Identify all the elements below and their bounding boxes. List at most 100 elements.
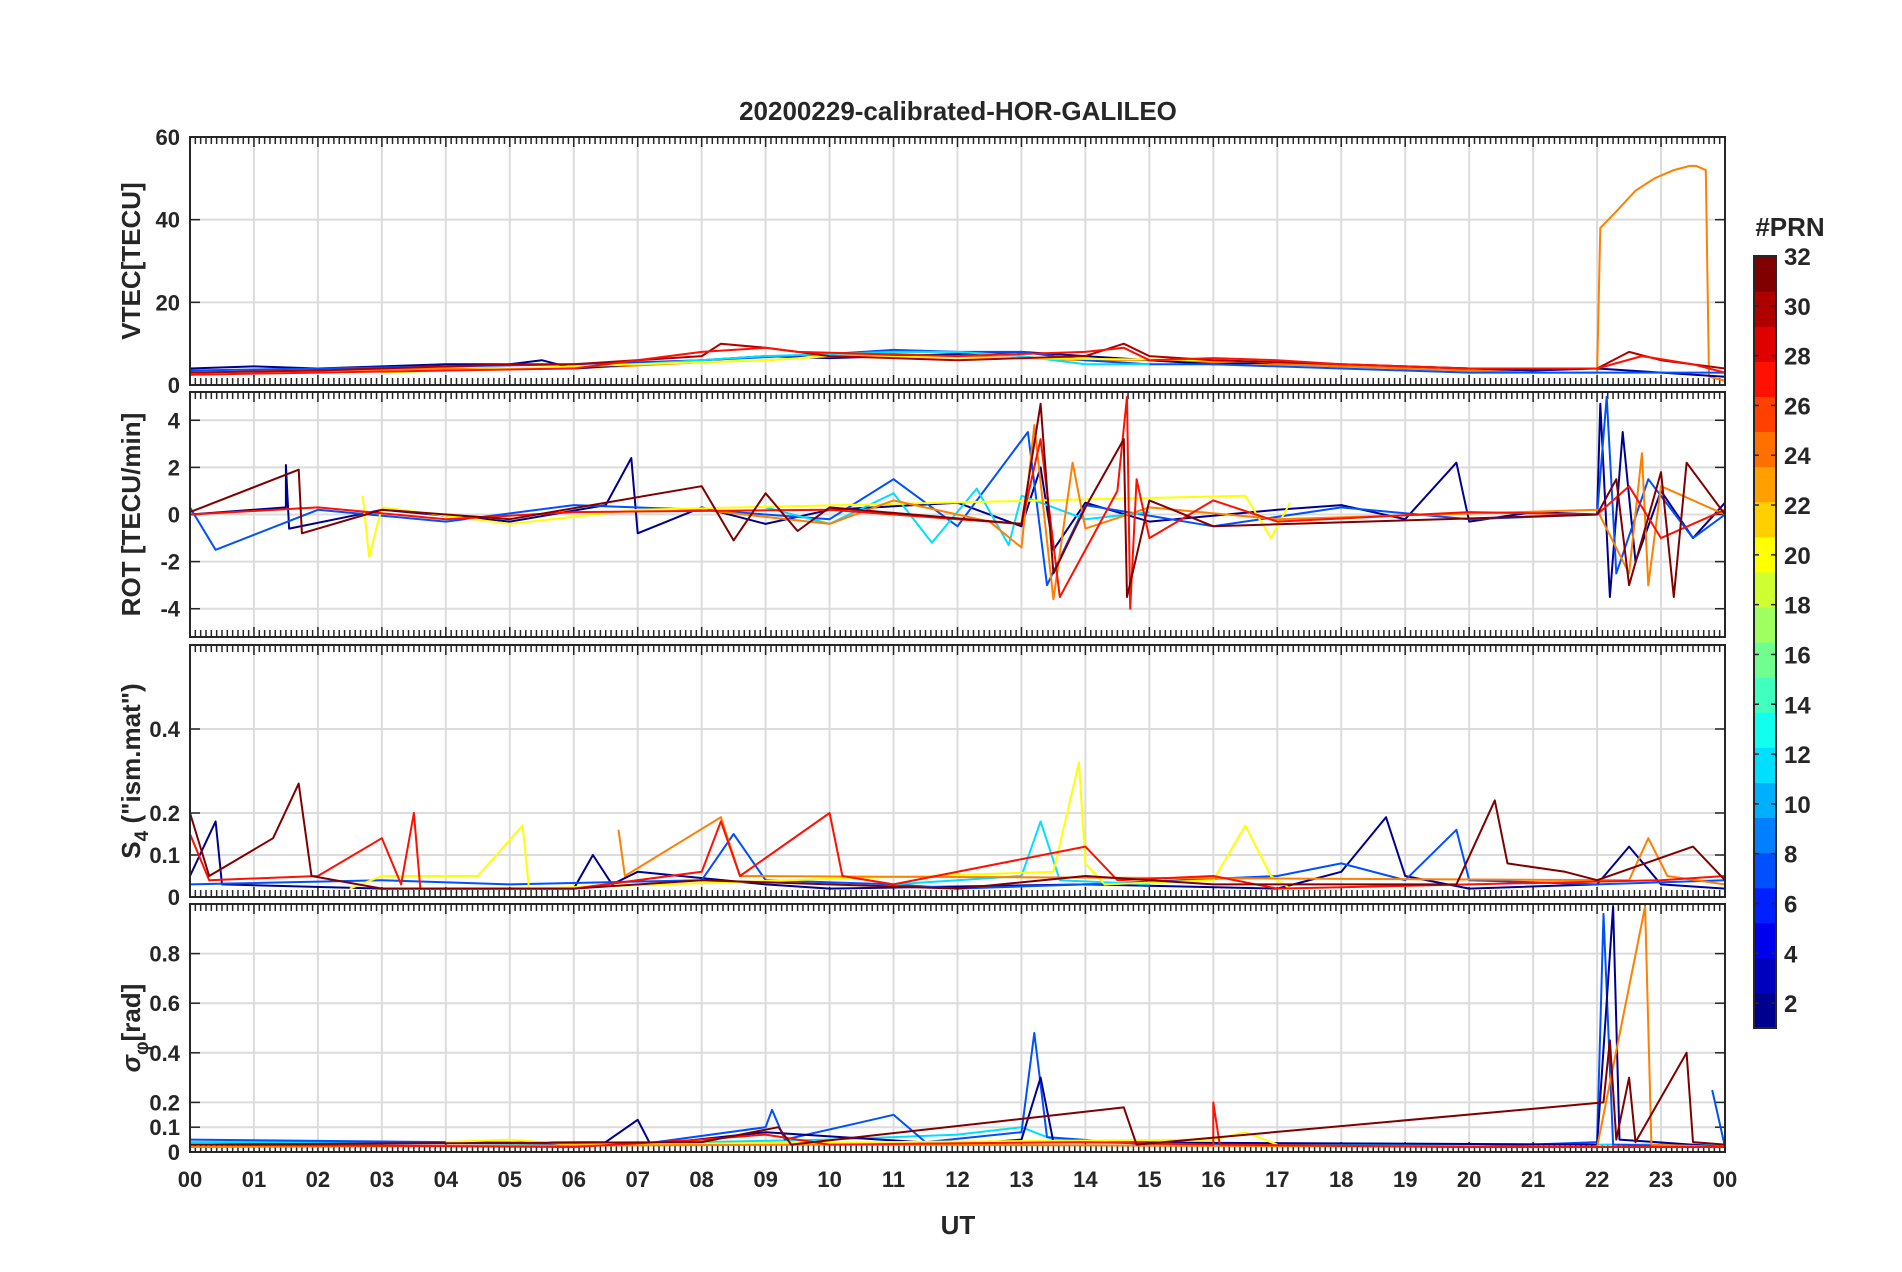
x-tick-label: 17	[1265, 1167, 1289, 1192]
y-label-subscript: 4	[132, 830, 153, 841]
y-axis-label-s4: S4 ("ism.mat")	[116, 683, 153, 858]
x-tick-label: 00	[1713, 1167, 1737, 1192]
colorbar-tick-label: 32	[1784, 244, 1811, 271]
colorbar-swatch	[1754, 747, 1776, 783]
series-line-s4-6	[190, 782, 1725, 890]
colorbar-tick-label: 8	[1784, 842, 1797, 869]
y-tick-label: 0.4	[149, 717, 180, 742]
x-tick-label: 04	[434, 1167, 459, 1192]
panel-s4: 00.10.20.4S4 ("ism.mat")	[116, 644, 1726, 910]
series-line-rot-3	[361, 494, 1291, 558]
colorbar-tick-label: 22	[1784, 493, 1811, 520]
colorbar-tick-label: 24	[1784, 443, 1811, 470]
y-tick-label: 2	[168, 455, 180, 480]
series-line-s4-2	[893, 820, 1150, 886]
colorbar-tick-label: 4	[1784, 941, 1798, 968]
colorbar-tick-label: 12	[1784, 742, 1811, 769]
x-axis-label: UT	[941, 1210, 976, 1240]
series-line-vtec-3	[637, 350, 1150, 366]
y-tick-label: 0.4	[149, 1041, 180, 1066]
x-tick-label: 22	[1585, 1167, 1609, 1192]
x-tick-label: 19	[1393, 1167, 1417, 1192]
x-tick-label: 21	[1521, 1167, 1545, 1192]
x-tick-label: 00	[178, 1167, 202, 1192]
colorbar-tick-label: 20	[1784, 543, 1811, 570]
colorbar-swatch	[1754, 782, 1776, 819]
colorbar-label: #PRN	[1755, 212, 1824, 242]
x-tick-label: 03	[370, 1167, 394, 1192]
x-tick-label: 20	[1457, 1167, 1481, 1192]
x-tick-label: 06	[562, 1167, 586, 1192]
series-group	[190, 395, 1725, 610]
y-tick-label: 0.2	[149, 1090, 180, 1115]
colorbar-swatch	[1754, 256, 1776, 292]
y-tick-label: -2	[160, 550, 180, 575]
series-line-rot-6	[190, 402, 1725, 598]
colorbar-swatch	[1754, 571, 1776, 608]
colorbar-swatch	[1754, 361, 1776, 397]
colorbar-tick-label: 6	[1784, 891, 1797, 918]
colorbar-tick-label: 26	[1784, 393, 1811, 420]
x-tick-label: 05	[498, 1167, 522, 1192]
y-label-subscript: φ	[132, 1041, 153, 1055]
axes-frame-vtec	[189, 136, 1726, 386]
y-tick-label: -4	[160, 597, 180, 622]
colorbar-tick-label: 18	[1784, 593, 1811, 620]
x-tick-label: 18	[1329, 1167, 1353, 1192]
series-group	[190, 164, 1725, 382]
colorbar-frame	[1753, 255, 1777, 1029]
panel-vtec: 0 20 40 60 VTEC[TECU]	[116, 125, 1726, 398]
colorbar-swatch	[1754, 922, 1776, 959]
series-line-sigma-1	[190, 912, 1725, 1148]
series-line-sigma-2	[190, 905, 1725, 1148]
colorbar-swatch	[1754, 642, 1776, 678]
y-tick-label: 0	[168, 503, 180, 528]
y-tick-label: 0	[168, 1140, 180, 1165]
colorbar-tick-label: 28	[1784, 344, 1811, 371]
colorbar-swatch	[1754, 712, 1776, 748]
series-line-rot-5	[190, 395, 1725, 610]
series-line-vtec-6	[190, 346, 1725, 376]
x-tick-label: 10	[817, 1167, 841, 1192]
axes-frame-s4	[189, 644, 1726, 898]
y-axis-label-rot: ROT [TECU/min]	[116, 413, 146, 617]
series-group	[190, 761, 1725, 890]
colorbar-swatch	[1754, 817, 1776, 854]
y-label-rest: ("ism.mat")	[116, 683, 146, 830]
colorbar-swatch	[1754, 466, 1776, 503]
colorbar-swatch	[1754, 852, 1776, 889]
y-tick-label: 0	[168, 885, 180, 910]
x-tick-label: 02	[306, 1167, 330, 1192]
colorbar-tick-label: 2	[1784, 991, 1797, 1018]
series-line-sigma-6	[190, 1039, 1725, 1146]
colorbar-swatch	[1754, 431, 1776, 468]
x-tick-label: 09	[753, 1167, 777, 1192]
colorbar-swatch	[1754, 992, 1776, 1029]
colorbar-swatch	[1754, 396, 1776, 433]
y-axis-label-vtec: VTEC[TECU]	[116, 182, 146, 339]
y-tick-label: 4	[168, 408, 181, 433]
colorbar-swatch	[1754, 326, 1776, 362]
series-line-rot-0	[190, 402, 1725, 598]
x-tick-label: 12	[945, 1167, 969, 1192]
x-tick-label: 23	[1649, 1167, 1673, 1192]
x-tick-label: 13	[1009, 1167, 1033, 1192]
y-label-rest: [rad]	[116, 984, 146, 1042]
colorbar-swatch	[1754, 887, 1776, 924]
series-line-rot-2	[765, 487, 1150, 547]
y-tick-label: 0.2	[149, 801, 180, 826]
x-tick-label: 01	[242, 1167, 266, 1192]
y-label-base: σ	[116, 1053, 146, 1072]
colorbar-swatch	[1754, 677, 1776, 713]
y-tick-label: 0.1	[149, 1115, 180, 1140]
colorbar-swatch	[1754, 291, 1776, 327]
x-tick-label: 14	[1073, 1167, 1098, 1192]
y-tick-label: 0	[168, 373, 180, 398]
colorbar-tick-label: 14	[1784, 692, 1811, 719]
series-group	[190, 905, 1725, 1148]
panel-rot: -4 -2 0 2 4 ROT [TECU/min]	[116, 391, 1726, 638]
y-axis-label-sigma: σφ[rad]	[116, 984, 153, 1073]
